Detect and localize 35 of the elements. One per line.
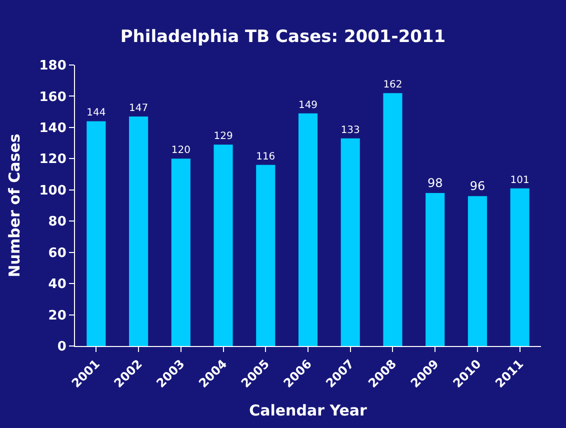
bar [383,93,402,346]
y-tick-label: 100 [39,183,66,198]
y-tick-label: 160 [39,90,66,105]
data-label: 144 [86,108,106,119]
data-label: 120 [171,145,190,156]
data-label: 98 [427,176,443,190]
bar [214,144,233,346]
bar [468,196,487,346]
data-label: 101 [510,174,530,186]
y-tick-label: 40 [48,277,66,292]
bar [256,164,276,346]
y-tick-label: 0 [57,340,66,355]
data-label: 149 [298,100,318,111]
y-tick-label: 20 [48,308,66,324]
data-label: 116 [256,151,276,162]
bar [340,138,360,346]
y-tick-label: 80 [48,214,66,230]
bar [86,121,106,346]
y-tick-label: 60 [48,246,66,261]
data-label: 133 [340,124,360,136]
y-tick-label: 140 [39,120,66,136]
data-label: 96 [470,179,486,194]
chart-title: Philadelphia TB Cases: 2001-2011 [120,26,446,47]
data-label: 129 [214,131,233,142]
x-axis-title: Calendar Year [249,401,368,420]
y-axis-title: Number of Cases [6,134,24,278]
bar [298,113,318,346]
data-label: 147 [129,103,148,114]
bar [510,188,530,346]
y-tick-label: 180 [39,58,66,74]
bar [171,158,190,346]
bar [129,116,148,346]
data-label: 162 [383,80,402,91]
bar [426,193,445,346]
y-tick-label: 120 [39,152,66,168]
